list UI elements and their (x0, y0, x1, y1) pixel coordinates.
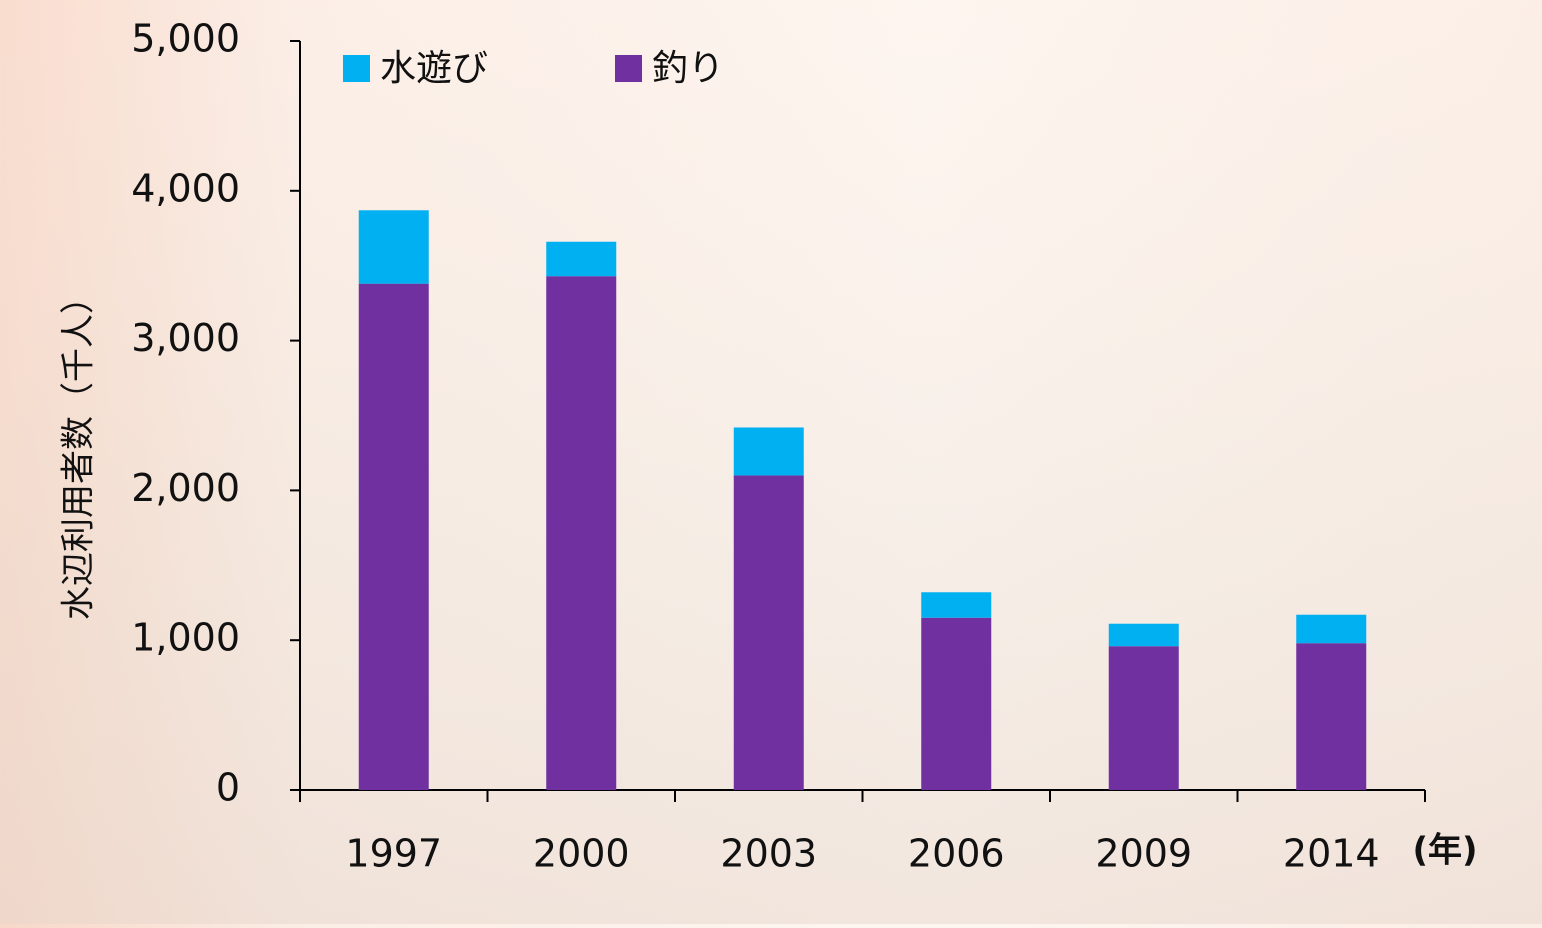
x-tick-label: 2003 (720, 832, 817, 876)
bar-segment (734, 427, 804, 475)
y-tick-label: 3,000 (131, 316, 240, 360)
legend-swatch (343, 55, 370, 82)
y-axis-label: 水辺利用者数（千人） (59, 280, 99, 620)
bar-segment (546, 242, 616, 276)
x-tick-label: 1997 (345, 832, 442, 876)
legend-label: 水遊び (380, 48, 488, 89)
bar-segment (1296, 643, 1366, 790)
x-tick-label: 2000 (533, 832, 630, 876)
bar-segment (1109, 624, 1179, 646)
x-axis-unit: (年) (1412, 831, 1477, 871)
bar-segment (359, 284, 429, 790)
bar-segment (734, 475, 804, 790)
y-tick-label: 4,000 (131, 166, 240, 210)
bar-segment (1109, 646, 1179, 790)
page: 水辺利用者数（千人） (年) 0 1,000 2,000 3,000 4,000 5,00… (0, 0, 1542, 924)
bar-segment (546, 276, 616, 790)
bar-segment (359, 210, 429, 283)
bar-segment (921, 592, 991, 617)
y-tick-label: 5,000 (131, 17, 240, 61)
bar-segment (921, 618, 991, 790)
legend-swatch (615, 55, 642, 82)
x-tick-label: 2014 (1283, 832, 1380, 876)
y-tick-label: 0 (216, 766, 240, 810)
bar-segment (1296, 615, 1366, 643)
x-tick-label: 2009 (1095, 832, 1192, 876)
y-tick-label: 1,000 (131, 616, 240, 660)
x-tick-label: 2006 (908, 832, 1005, 876)
legend-label: 釣り (652, 48, 724, 89)
chart: 水辺利用者数（千人） (年) 0 1,000 2,000 3,000 4,000 5,00… (0, 0, 1542, 924)
y-tick-label: 2,000 (131, 466, 240, 510)
